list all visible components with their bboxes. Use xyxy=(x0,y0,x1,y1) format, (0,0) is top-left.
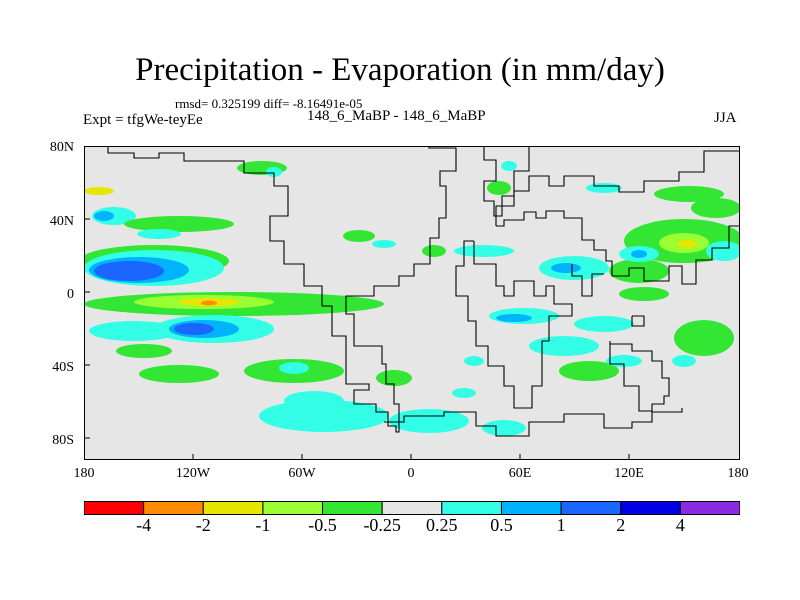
contour-region xyxy=(94,261,164,281)
lat-tick-label: 40S xyxy=(52,360,74,375)
coastline-australia xyxy=(609,341,670,412)
stats-label: rmsd= 0.325199 diff= -8.16491e-05 xyxy=(175,96,363,111)
colorbar-label: -4 xyxy=(136,515,152,535)
contour-region xyxy=(674,320,734,356)
contour-region xyxy=(116,344,172,358)
contour-region xyxy=(372,240,396,248)
field-contours xyxy=(84,161,740,436)
case-label: 148_6_MaBP - 148_6_MaBP xyxy=(307,108,486,124)
lon-tick-label: 60E xyxy=(508,466,532,481)
contour-region xyxy=(631,250,647,258)
coastline-india xyxy=(571,264,604,297)
colorbar-box xyxy=(679,501,740,515)
lat-tick-label: 80N xyxy=(49,140,74,155)
contour-region xyxy=(609,259,669,283)
contour-region xyxy=(84,187,114,195)
contour-region xyxy=(452,388,476,398)
lon-tick-label: 60W xyxy=(288,466,316,481)
contour-region xyxy=(124,216,234,232)
coastline-greenland xyxy=(483,146,530,217)
contour-region xyxy=(376,370,412,386)
lon-tick-label: 120E xyxy=(614,466,644,481)
contour-region xyxy=(464,356,484,366)
colorbar xyxy=(84,501,740,515)
page-title: Precipitation - Evaporation (in mm/day) xyxy=(135,52,665,88)
contour-region xyxy=(284,391,344,411)
contour-region xyxy=(343,230,375,242)
contour-region xyxy=(677,240,697,248)
contour-region xyxy=(559,361,619,381)
contour-region xyxy=(672,355,696,367)
coastline-islands xyxy=(631,315,645,327)
lon-tick-label: 0 xyxy=(407,466,415,481)
colorbar-box xyxy=(322,501,383,515)
contour-region xyxy=(422,245,446,257)
contour-region xyxy=(551,263,581,273)
contour-region xyxy=(94,211,114,221)
colorbar-box xyxy=(620,501,681,515)
contour-region xyxy=(706,241,740,261)
colorbar-label: 0.5 xyxy=(490,515,513,535)
lon-tick-label: 120W xyxy=(175,466,211,481)
coastline-eurasia xyxy=(495,150,740,285)
contour-region xyxy=(454,245,514,257)
colorbar-box xyxy=(500,501,562,515)
lon-tick-label: 180 xyxy=(73,466,95,481)
contour-region xyxy=(174,323,214,335)
contour-region xyxy=(586,183,622,193)
map-frame xyxy=(84,146,740,460)
colorbar-box xyxy=(143,501,204,515)
contour-region xyxy=(259,400,389,432)
contour-region xyxy=(501,161,517,171)
colorbar-label: 1 xyxy=(556,515,566,535)
contour-region xyxy=(389,409,469,433)
colorbar-label: -2 xyxy=(195,515,211,535)
contour-region xyxy=(279,362,309,374)
contour-region xyxy=(137,229,181,239)
map-panel xyxy=(84,146,740,460)
contour-region xyxy=(619,287,669,301)
coastline-antarctica xyxy=(384,408,683,437)
contour-region xyxy=(266,167,282,177)
colorbar-box xyxy=(441,501,502,515)
coastlines xyxy=(107,146,740,437)
lat-tick-label: 80S xyxy=(52,433,74,448)
tick-marks xyxy=(84,146,630,460)
colorbar-label: 0.25 xyxy=(426,515,458,535)
colorbar-label: 2 xyxy=(616,515,626,535)
contour-region xyxy=(139,365,219,383)
colorbar-label: -0.25 xyxy=(363,515,401,535)
contour-region xyxy=(654,186,724,202)
colorbar-box xyxy=(202,501,264,515)
contour-region xyxy=(691,198,740,218)
colorbar-box xyxy=(262,501,324,515)
contour-region xyxy=(487,181,511,195)
colorbar-box xyxy=(381,501,443,515)
contour-region xyxy=(529,336,599,356)
season-label: JJA xyxy=(714,110,737,126)
lon-tick-label: 180 xyxy=(727,466,749,481)
colorbar-box xyxy=(560,501,622,515)
contour-region xyxy=(574,316,634,332)
lat-tick-label: 40N xyxy=(49,214,74,229)
colorbar-label: -1 xyxy=(255,515,271,535)
contour-region xyxy=(496,314,532,322)
colorbar-box xyxy=(84,501,145,515)
coastline-africa xyxy=(455,240,573,409)
contour-region xyxy=(201,300,217,306)
contour-region xyxy=(482,420,526,436)
colorbar-label: 4 xyxy=(675,515,685,535)
coastline-americas xyxy=(107,146,457,433)
lat-tick-label: 0 xyxy=(67,287,74,302)
experiment-label: Expt = tfgWe-teyEe xyxy=(83,112,203,128)
colorbar-label: -0.5 xyxy=(308,515,337,535)
